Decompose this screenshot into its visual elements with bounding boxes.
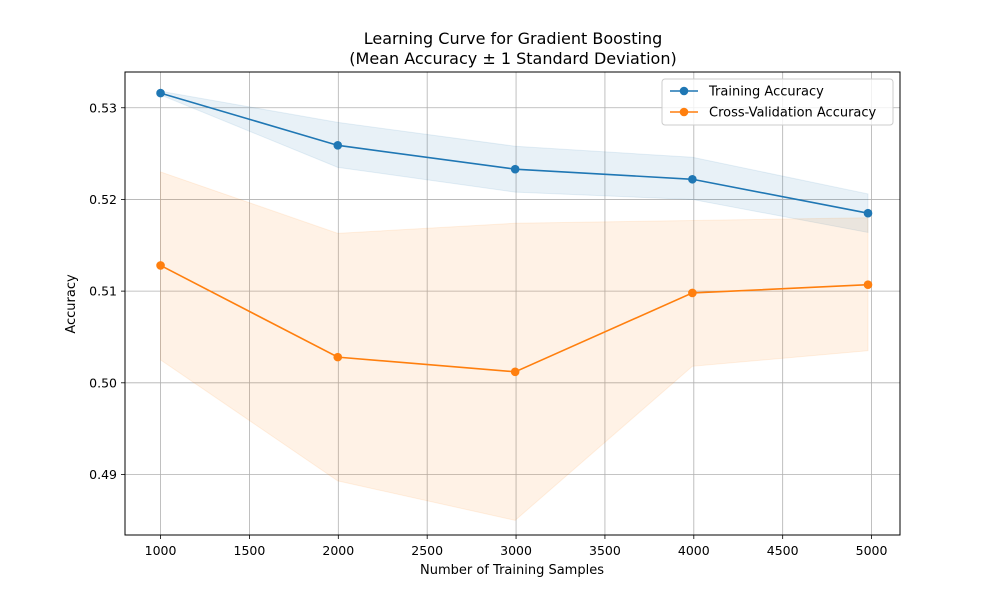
x-tick-label: 4000 bbox=[678, 543, 710, 558]
data-point-series-1 bbox=[156, 261, 165, 270]
legend-label-1: Cross-Validation Accuracy bbox=[709, 106, 877, 121]
chart-subtitle: (Mean Accuracy ± 1 Standard Deviation) bbox=[349, 49, 676, 68]
y-axis-ticks: 0.49 0.50 0.51 0.52 0.53 bbox=[89, 100, 125, 482]
x-tick-label: 1000 bbox=[145, 543, 177, 558]
y-tick-label: 0.53 bbox=[89, 100, 117, 115]
x-tick-label: 1500 bbox=[234, 543, 266, 558]
data-point-series-1 bbox=[510, 367, 520, 377]
y-tick-label: 0.52 bbox=[89, 192, 117, 207]
data-point-series-0 bbox=[156, 88, 165, 98]
data-point-series-1 bbox=[688, 288, 697, 298]
std-band-series-0 bbox=[160, 90, 869, 234]
x-axis-ticks: 1000 1500 2000 2500 3000 3500 4000 4500 5000 bbox=[145, 535, 888, 558]
y-axis-label: Accuracy bbox=[64, 274, 79, 334]
legend-box bbox=[661, 78, 894, 126]
legend: Training Accuracy Cross-Validation Accura… bbox=[661, 78, 894, 126]
data-point-series-1 bbox=[863, 280, 873, 290]
data-point-series-0 bbox=[333, 141, 343, 150]
x-tick-label: 2000 bbox=[322, 543, 354, 558]
y-tick-label: 0.51 bbox=[89, 284, 117, 299]
data-point-series-1 bbox=[333, 352, 343, 362]
data-point-series-0 bbox=[688, 174, 697, 184]
legend-marker-0 bbox=[679, 86, 689, 96]
series-points bbox=[156, 88, 873, 377]
data-point-series-0 bbox=[510, 164, 520, 174]
chart-title: Learning Curve for Gradient Boosting bbox=[364, 29, 663, 48]
x-axis-label: Number of Training Samples bbox=[420, 563, 604, 578]
legend-marker-1 bbox=[679, 107, 689, 117]
x-tick-label: 2500 bbox=[411, 543, 443, 558]
x-tick-label: 4500 bbox=[767, 543, 799, 558]
x-tick-label: 3000 bbox=[500, 543, 532, 558]
x-tick-label: 3500 bbox=[589, 543, 621, 558]
std-band-series-1 bbox=[160, 171, 869, 521]
legend-label-0: Training Accuracy bbox=[708, 85, 824, 100]
y-tick-label: 0.49 bbox=[89, 467, 117, 482]
data-point-series-0 bbox=[863, 208, 873, 218]
x-tick-label: 5000 bbox=[856, 543, 888, 558]
plot-frame bbox=[124, 71, 901, 536]
y-tick-label: 0.50 bbox=[89, 375, 117, 390]
std-bands bbox=[160, 90, 869, 521]
